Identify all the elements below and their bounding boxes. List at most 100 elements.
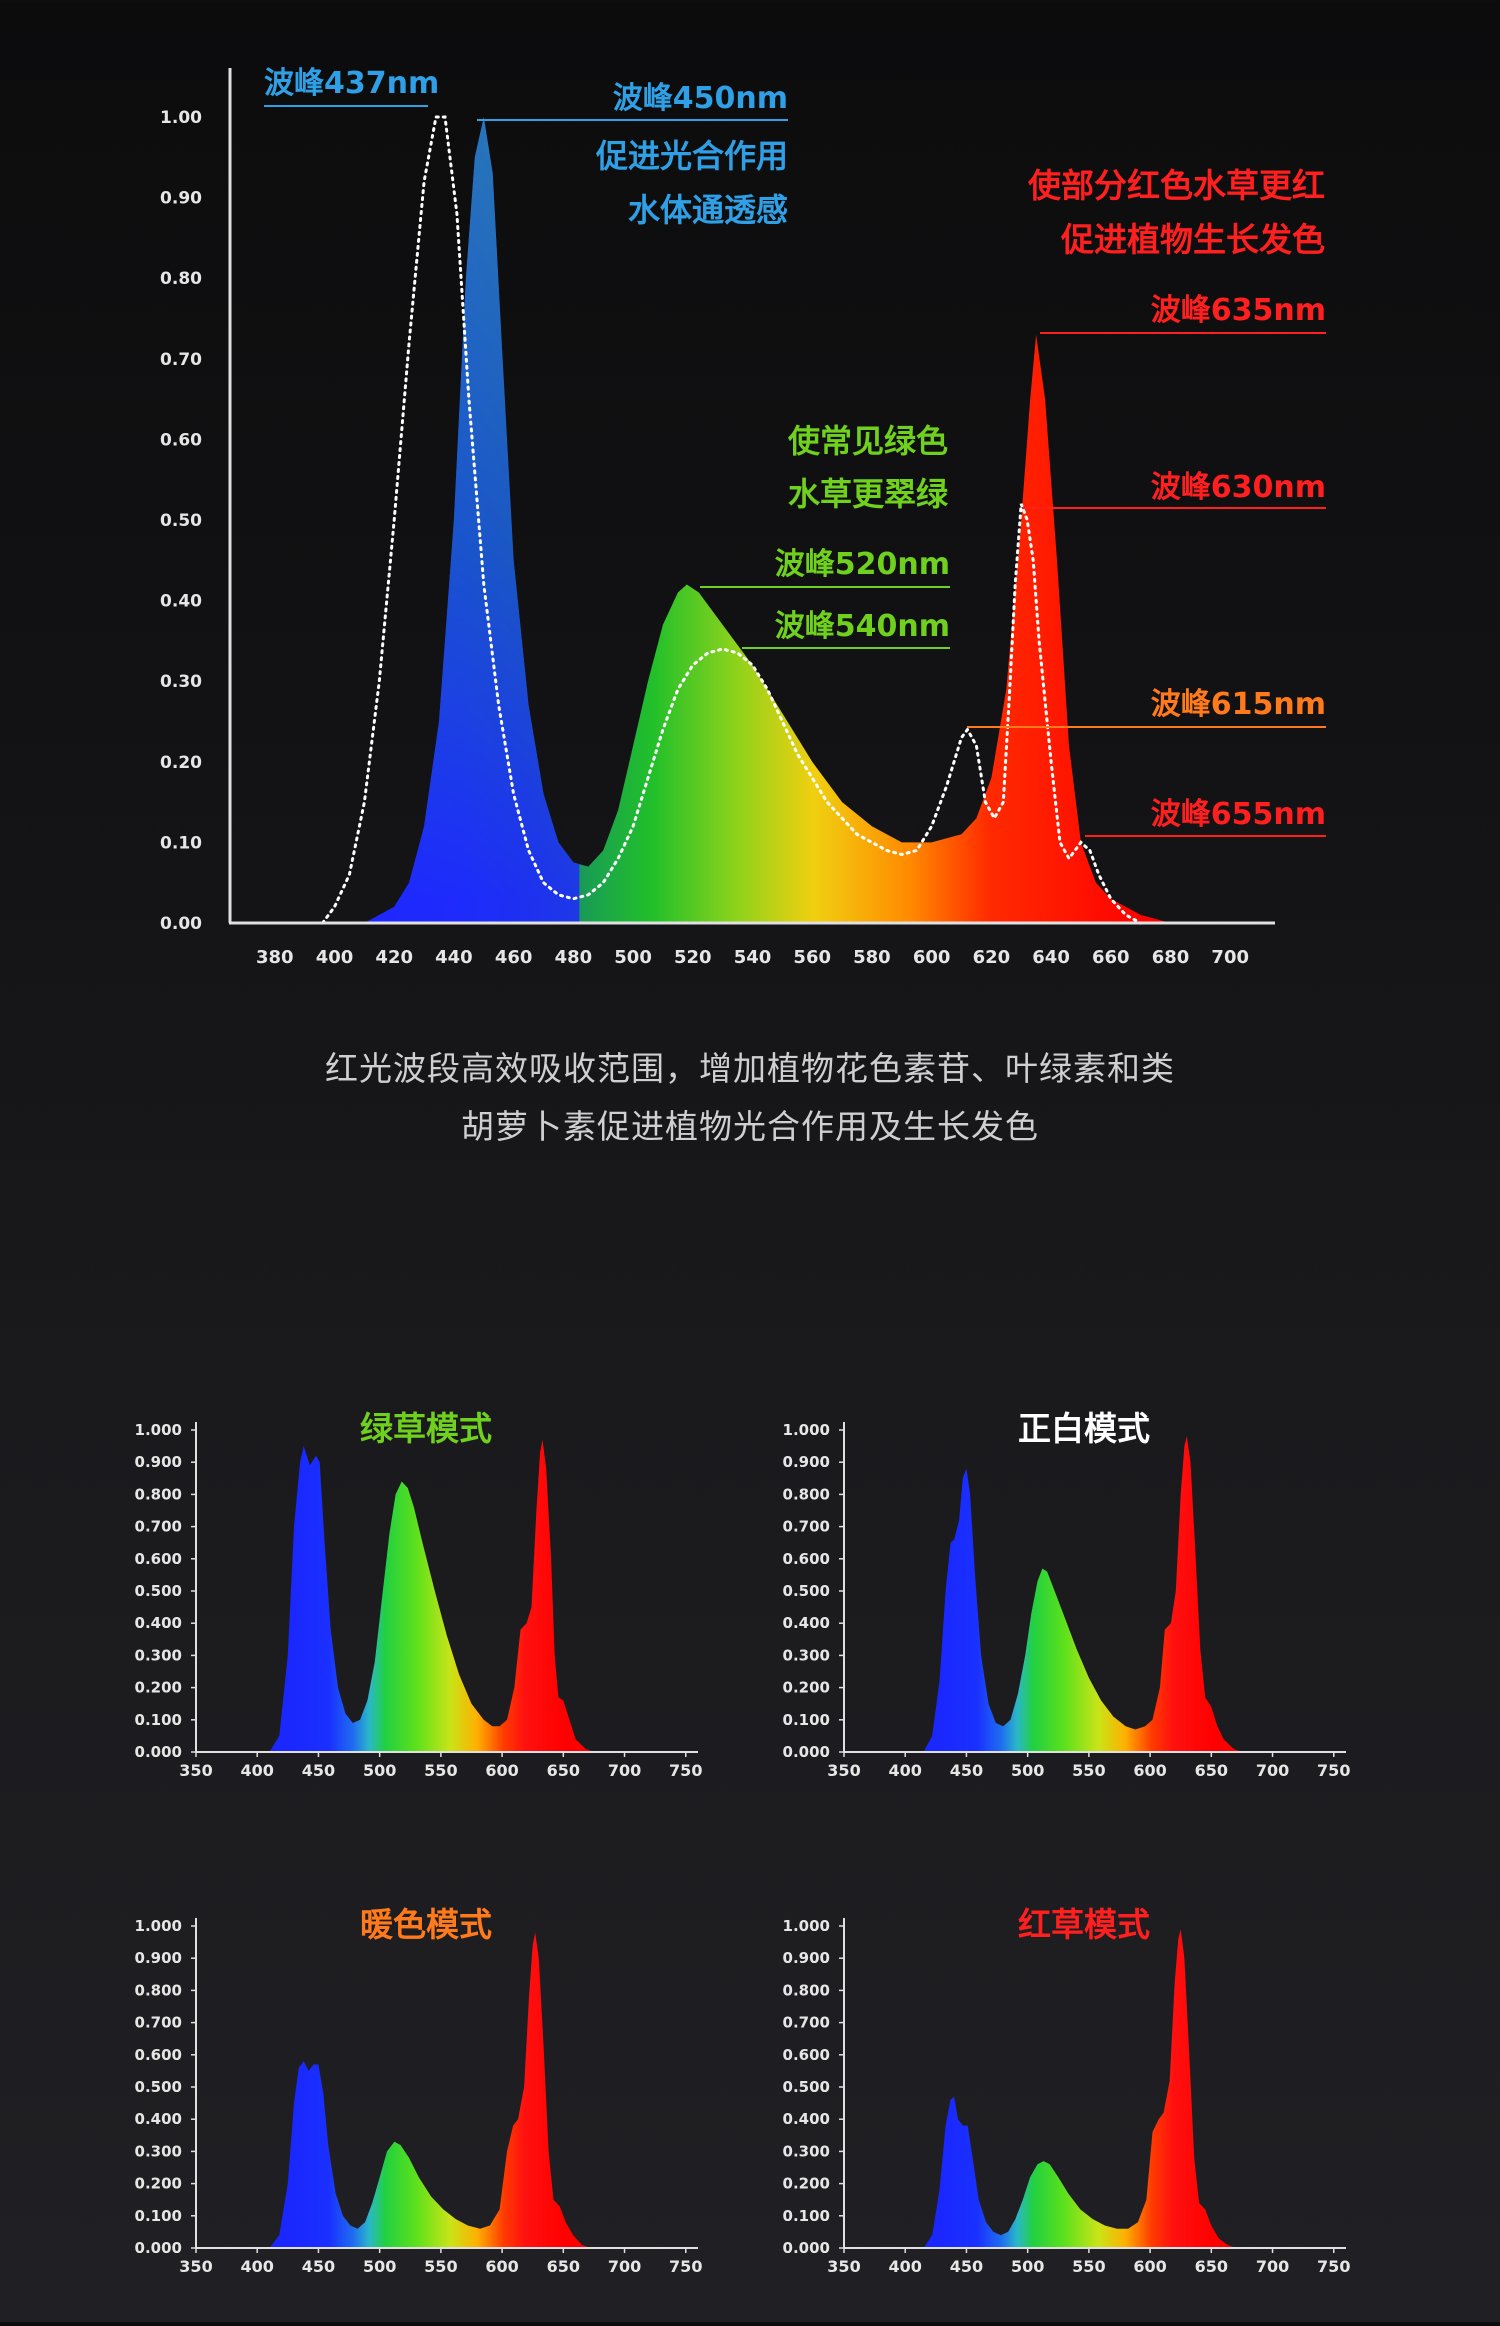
warm-mode-title: 暖色模式 — [360, 1905, 492, 1944]
main-x-tick-label: 500 — [614, 947, 652, 968]
x-tick-label: 550 — [424, 1761, 457, 1780]
x-tick-label: 450 — [302, 1761, 335, 1780]
y-tick-label: 0.400 — [135, 1614, 182, 1632]
x-tick-label: 750 — [1317, 2257, 1350, 2276]
x-tick-label: 350 — [827, 1761, 860, 1780]
y-tick-label: 0.000 — [783, 1743, 830, 1761]
y-tick-label: 0.100 — [135, 1711, 182, 1729]
peak630-label: 波峰630nm — [1151, 470, 1326, 505]
y-tick-label: 0.900 — [135, 1949, 182, 1967]
x-tick-label: 750 — [669, 2257, 702, 2276]
main-y-tick-label: 0.50 — [160, 511, 202, 531]
x-tick-label: 400 — [241, 1761, 274, 1780]
main-y-tick-label: 0.60 — [160, 430, 202, 450]
main-y-ticks: 0.00 0.10 0.20 0.30 0.40 0.50 0.60 0.70 0.80 0.90… — [160, 108, 202, 934]
main-spectrum-chart: 0.00 0.10 0.20 0.30 0.40 0.50 0.60 0.70 0.80 0.90… — [160, 66, 1326, 968]
green-grass-mode-spectrum — [269, 1439, 594, 1752]
y-tick-label: 0.300 — [135, 2142, 182, 2160]
warm-mode-chart: 0.000 0.100 0.200 0.300 0.400 0.500 0.600 0.700… — [135, 1905, 703, 2276]
pure-white-mode-spectrum — [923, 1436, 1242, 1752]
caption-line-1: 红光波段高效吸收范围，增加植物花色素苷、叶绿素和类 — [325, 1049, 1175, 1088]
y-tick-label: 0.500 — [135, 1582, 182, 1600]
y-tick-label: 0.800 — [783, 1981, 830, 1999]
main-x-tick-label: 700 — [1211, 947, 1249, 968]
y-tick-label: 0.400 — [135, 2110, 182, 2128]
x-tick-label: 600 — [485, 2257, 518, 2276]
main-x-tick-label: 400 — [316, 947, 354, 968]
green-grass-mode-chart: 0.000 0.100 0.200 0.300 0.400 0.500 0.600 0.700… — [135, 1409, 703, 1780]
y-tick-label: 0.700 — [135, 1518, 182, 1536]
main-dotted-spectrum — [321, 115, 1143, 925]
y-tick-label: 0.900 — [783, 1949, 830, 1967]
green-grass-mode-title: 绿草模式 — [360, 1409, 492, 1448]
main-x-tick-label: 380 — [256, 947, 294, 968]
y-tick-label: 1.000 — [135, 1917, 182, 1935]
peak520-label: 波峰520nm — [775, 547, 950, 582]
main-x-tick-label: 560 — [793, 947, 831, 968]
green-benefit-line1: 使常见绿色 — [787, 422, 948, 460]
main-x-tick-label: 420 — [375, 947, 413, 968]
x-tick-label: 400 — [241, 2257, 274, 2276]
x-tick-label: 650 — [547, 1761, 580, 1780]
y-tick-label: 0.500 — [783, 1582, 830, 1600]
y-tick-label: 0.200 — [135, 2175, 182, 2193]
x-tick-label: 550 — [424, 2257, 457, 2276]
y-tick-label: 0.300 — [783, 2142, 830, 2160]
x-tick-label: 700 — [1256, 2257, 1289, 2276]
x-tick-label: 450 — [950, 1761, 983, 1780]
y-tick-label: 0.400 — [783, 2110, 830, 2128]
blue-benefit-line2: 水体通透感 — [628, 191, 788, 229]
y-tick-label: 0.200 — [783, 1679, 830, 1697]
y-tick-label: 0.600 — [783, 1550, 830, 1568]
y-tick-label: 0.800 — [135, 1981, 182, 1999]
x-tick-label: 400 — [889, 1761, 922, 1780]
main-x-tick-label: 660 — [1092, 947, 1130, 968]
y-tick-label: 0.000 — [135, 2239, 182, 2257]
x-tick-label: 700 — [1256, 1761, 1289, 1780]
main-y-tick-label: 0.00 — [160, 914, 202, 934]
y-tick-label: 0.600 — [783, 2046, 830, 2064]
y-tick-label: 0.800 — [135, 1485, 182, 1503]
y-tick-label: 0.300 — [783, 1646, 830, 1664]
green-benefit-line2: 水草更翠绿 — [788, 475, 949, 513]
x-tick-label: 600 — [485, 1761, 518, 1780]
peak540-label: 波峰540nm — [775, 609, 950, 644]
y-tick-label: 0.700 — [783, 2014, 830, 2032]
y-tick-label: 0.700 — [783, 1518, 830, 1536]
main-x-tick-label: 540 — [734, 947, 772, 968]
y-tick-label: 0.900 — [783, 1453, 830, 1471]
x-tick-label: 650 — [547, 2257, 580, 2276]
y-tick-label: 0.400 — [783, 1614, 830, 1632]
main-y-tick-label: 0.80 — [160, 269, 202, 289]
x-tick-label: 550 — [1072, 1761, 1105, 1780]
red-grass-mode-chart: 0.000 0.100 0.200 0.300 0.400 0.500 0.600 0.700… — [783, 1905, 1351, 2276]
red-grass-mode-title: 红草模式 — [1018, 1905, 1150, 1944]
x-tick-label: 750 — [1317, 1761, 1350, 1780]
y-tick-label: 1.000 — [783, 1917, 830, 1935]
y-tick-label: 0.100 — [783, 2207, 830, 2225]
main-x-tick-label: 460 — [495, 947, 533, 968]
caption: 红光波段高效吸收范围，增加植物花色素苷、叶绿素和类 胡萝卜素促进植物光合作用及生… — [0, 1040, 1500, 1156]
pure-white-mode-title: 正白模式 — [1018, 1409, 1150, 1448]
main-y-tick-label: 0.90 — [160, 189, 202, 209]
x-tick-label: 600 — [1133, 2257, 1166, 2276]
blue-benefit-line1: 促进光合作用 — [595, 137, 788, 175]
main-x-tick-label: 620 — [973, 947, 1011, 968]
y-tick-label: 0.000 — [783, 2239, 830, 2257]
red-benefit-line1: 使部分红色水草更红 — [1028, 166, 1325, 205]
y-tick-label: 0.600 — [135, 2046, 182, 2064]
main-y-tick-label: 0.10 — [160, 833, 202, 853]
x-tick-label: 400 — [889, 2257, 922, 2276]
y-tick-label: 0.800 — [783, 1485, 830, 1503]
y-tick-label: 0.100 — [135, 2207, 182, 2225]
red-grass-mode-spectrum — [923, 1929, 1236, 2248]
main-x-tick-label: 640 — [1032, 947, 1070, 968]
y-tick-label: 0.600 — [135, 1550, 182, 1568]
main-y-tick-label: 1.00 — [160, 108, 202, 128]
x-tick-label: 350 — [179, 2257, 212, 2276]
peak615-label: 波峰615nm — [1151, 687, 1326, 722]
x-tick-label: 550 — [1072, 2257, 1105, 2276]
x-tick-label: 700 — [608, 1761, 641, 1780]
